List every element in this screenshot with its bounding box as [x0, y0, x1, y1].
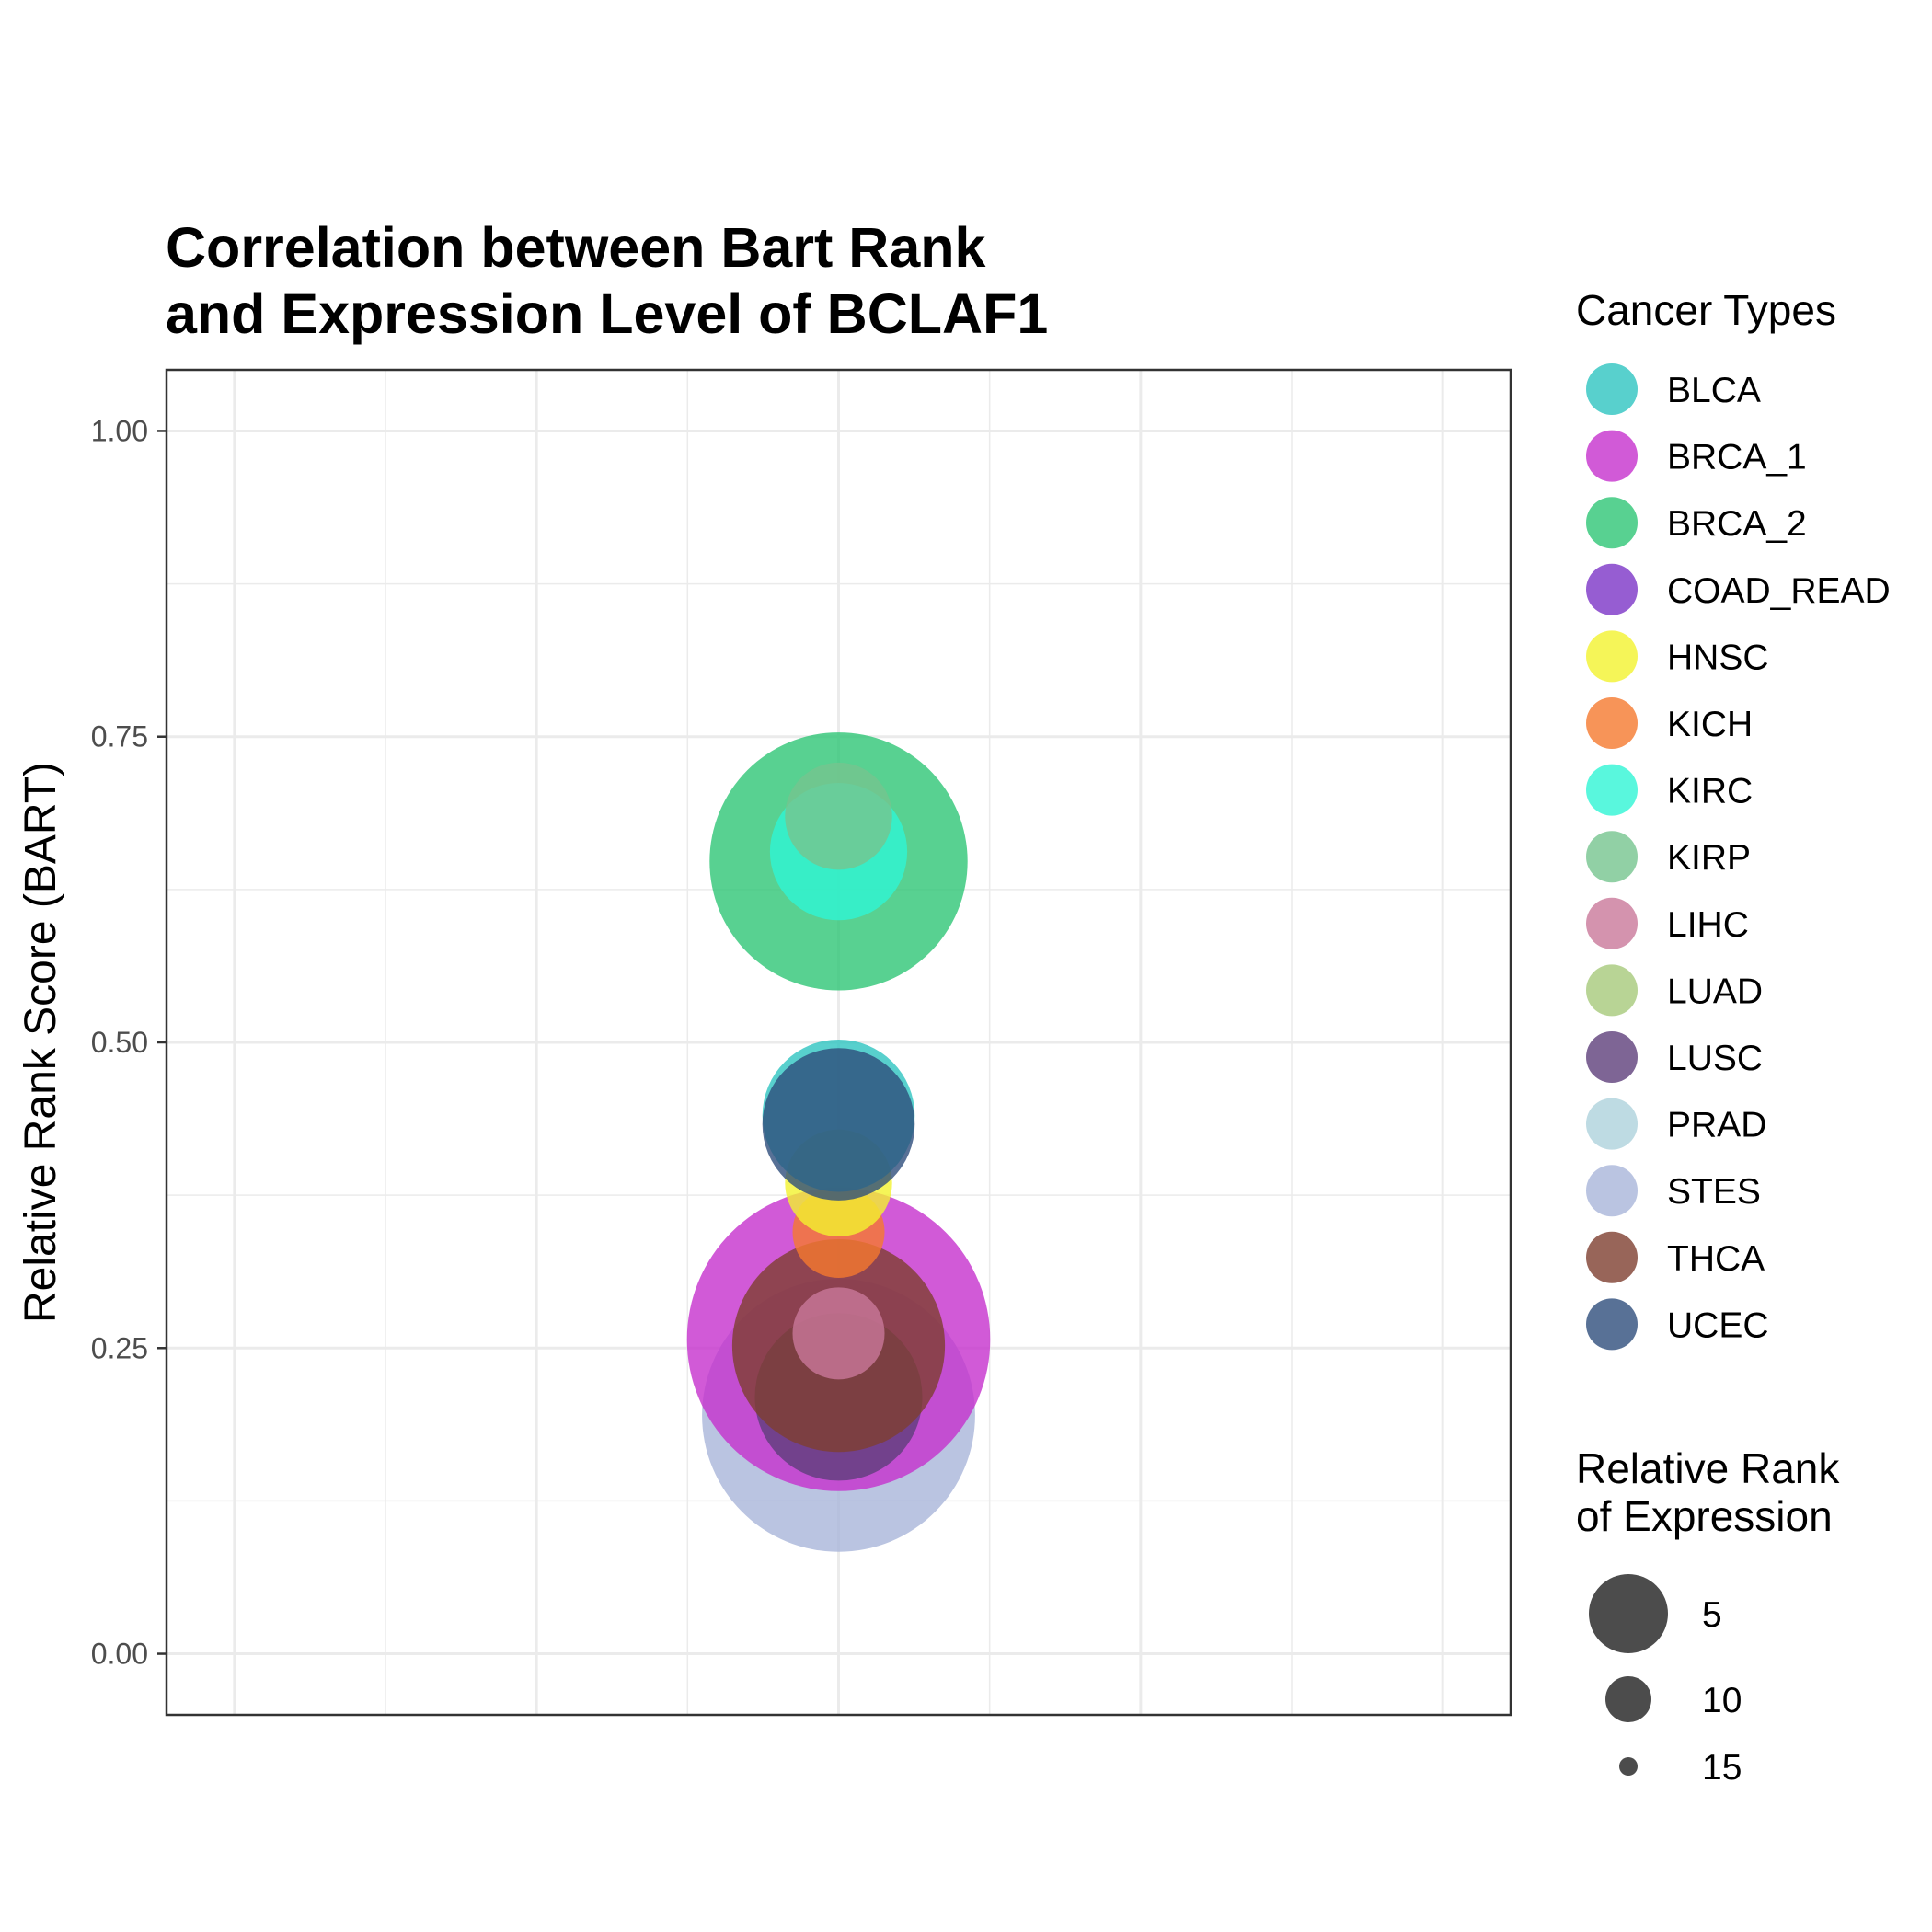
legend-label-brca-2: BRCA_2	[1667, 504, 1807, 544]
legend-key-kich	[1586, 697, 1638, 749]
legend-label-lusc: LUSC	[1667, 1039, 1763, 1078]
size-legend-label-5: 5	[1702, 1595, 1722, 1635]
legend-key-thca	[1586, 1231, 1638, 1283]
legend-label-prad: PRAD	[1667, 1106, 1766, 1145]
legend-key-brca-1	[1586, 430, 1638, 482]
legend-key-stes	[1586, 1165, 1638, 1217]
legend-label-kich: KICH	[1667, 705, 1753, 744]
legend-key-hnsc	[1586, 630, 1638, 683]
legend-key-lihc	[1586, 897, 1638, 949]
legend-label-brca-1: BRCA_1	[1667, 438, 1807, 477]
legend-key-brca-2	[1586, 497, 1638, 549]
size-legend: 5 10 15	[1589, 1574, 1742, 1788]
y-axis: 0.00 0.25 0.50 0.75 1.00	[91, 414, 167, 1671]
y-axis-label: Relative Rank Score (BART)	[17, 762, 65, 1323]
legend-key-ucec	[1586, 1298, 1638, 1351]
chart-title-line-1: Correlation between Bart Rank	[166, 216, 986, 279]
legend-label-kirp: KIRP	[1667, 838, 1751, 878]
point-ucec	[762, 1048, 915, 1201]
chart-title-line-2: and Expression Level of BCLAF1	[166, 282, 1048, 345]
color-legend: BLCA BRCA_1 BRCA_2 COAD_READ HNSC KICH KIRC KIR…	[1586, 363, 1891, 1351]
plot-panel	[165, 368, 1512, 1717]
legend-key-blca	[1586, 363, 1638, 415]
legend-label-hnsc: HNSC	[1667, 638, 1769, 677]
legend-key-kirp	[1586, 831, 1638, 883]
y-tick-label: 0.75	[91, 720, 148, 753]
legend-key-luad	[1586, 964, 1638, 1017]
y-tick-label: 1.00	[91, 414, 148, 447]
legend-label-blca: BLCA	[1667, 371, 1761, 410]
size-legend-title-line-1: Relative Rank	[1576, 1444, 1840, 1492]
size-legend-label-10: 10	[1702, 1681, 1742, 1720]
legend-key-lusc	[1586, 1031, 1638, 1083]
size-legend-key-10	[1605, 1676, 1651, 1722]
legend-key-coad-read	[1586, 563, 1638, 615]
point-lihc	[792, 1287, 885, 1380]
size-legend-label-15: 15	[1702, 1748, 1742, 1788]
color-legend-title: Cancer Types	[1576, 286, 1836, 334]
legend-label-thca: THCA	[1667, 1239, 1765, 1279]
y-tick-label: 0.00	[91, 1638, 148, 1671]
size-legend-key-5	[1589, 1574, 1668, 1653]
legend-label-lihc: LIHC	[1667, 905, 1749, 945]
point-kirp	[785, 762, 892, 870]
legend-label-stes: STES	[1667, 1172, 1761, 1212]
legend-label-ucec: UCEC	[1667, 1305, 1769, 1345]
y-tick-label: 0.50	[91, 1026, 148, 1059]
legend-key-prad	[1586, 1098, 1638, 1150]
legend-label-kirc: KIRC	[1667, 772, 1753, 811]
data-points	[686, 732, 991, 1552]
size-legend-key-15	[1619, 1757, 1638, 1776]
y-tick-label: 0.25	[91, 1331, 148, 1364]
size-legend-title-line-2: of Expression	[1576, 1492, 1833, 1540]
legend-label-coad-read: COAD_READ	[1667, 571, 1891, 611]
legend-label-luad: LUAD	[1667, 972, 1763, 1011]
legend-key-kirc	[1586, 764, 1638, 816]
